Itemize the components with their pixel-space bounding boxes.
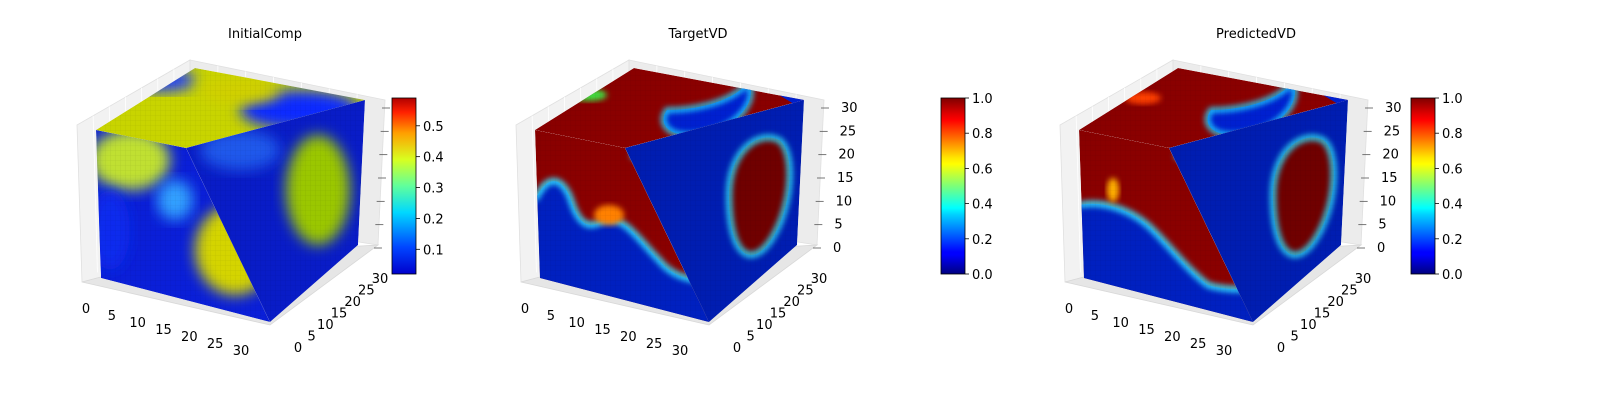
z-tick-label: 5 <box>834 218 842 233</box>
x-tick-label: 15 <box>1138 323 1155 338</box>
side-shade <box>625 100 804 322</box>
colorbar: 0.0 0.2 0.4 0.6 0.8 1.0 <box>940 92 993 283</box>
y-tick-label: 25 <box>797 284 814 299</box>
z-tick-label: 25 <box>840 124 857 139</box>
colorbar-gradient <box>1410 97 1436 275</box>
z-tick-label: 15 <box>837 171 854 186</box>
x-tick-label: 10 <box>129 316 146 331</box>
colorbar: 0.0 0.2 0.4 0.6 0.8 1.0 <box>1410 92 1463 283</box>
grid-line <box>1075 115 1081 273</box>
colorbar-tick-label: 0.1 <box>423 243 444 258</box>
colorbar-tick-label: 0.5 <box>423 120 444 135</box>
x-tick-label: 30 <box>233 344 250 359</box>
z-tick-label: 25 <box>1384 124 1401 139</box>
x-tick-label: 10 <box>568 316 585 331</box>
y-tick-label: 20 <box>344 295 361 310</box>
colorbar-tick-label: 0.6 <box>972 162 993 177</box>
x-tick-label: 0 <box>1065 302 1073 317</box>
z-tick-label: 10 <box>1380 194 1397 209</box>
subplot-title: PredictedVD <box>1216 27 1296 42</box>
colorbar-gradient <box>940 97 966 275</box>
y-tick-label: 0 <box>1277 341 1285 356</box>
y-tick-label: 5 <box>308 330 316 345</box>
y-tick-label: 20 <box>1327 295 1344 310</box>
x-tick-label: 15 <box>155 323 172 338</box>
x-tick-label: 15 <box>594 323 611 338</box>
y-tick-label: 20 <box>783 295 800 310</box>
colorbar-tick-label: 1.0 <box>972 92 993 107</box>
x-tick-label: 25 <box>207 337 224 352</box>
x-tick-label: 5 <box>108 309 116 324</box>
y-tick-label: 5 <box>747 330 755 345</box>
x-tick-label: 25 <box>1190 337 1207 352</box>
colorbar-tick-label: 0.4 <box>972 198 993 213</box>
x-tick-label: 5 <box>1091 309 1099 324</box>
z-tick-label: 0 <box>833 241 841 256</box>
y-tick-label: 30 <box>811 272 828 287</box>
colorbar-tick-label: 0.4 <box>1442 198 1463 213</box>
colorbar-tick-label: 0.0 <box>1442 268 1463 283</box>
z-tick-label: 15 <box>1381 171 1398 186</box>
subplot-3: 0 5 10 15 20 25 30 051015202530051015202530Pred… <box>1059 27 1463 359</box>
subplot-title: InitialComp <box>228 27 302 42</box>
y-tick-label: 0 <box>733 341 741 356</box>
y-tick-label: 15 <box>1314 307 1331 322</box>
grid-line <box>531 115 537 273</box>
x-tick-label: 10 <box>1112 316 1129 331</box>
subplot-1: 0 5 10 15 20 25 30 051015202530InitialComp0.10.… <box>76 27 444 359</box>
y-tick-label: 25 <box>358 284 375 299</box>
colorbar-tick-label: 0.6 <box>1442 162 1463 177</box>
x-tick-label: 20 <box>181 330 198 345</box>
colorbar-tick-label: 0.3 <box>423 182 444 197</box>
x-tick-label: 20 <box>620 330 637 345</box>
colorbar: 0.1 0.2 0.3 0.4 0.5 <box>391 97 444 275</box>
y-tick-label: 5 <box>1291 330 1299 345</box>
z-tick-label: 5 <box>1378 218 1386 233</box>
colorbar-gradient <box>391 97 417 275</box>
side-shade <box>1169 100 1348 322</box>
y-tick-label: 25 <box>1341 284 1358 299</box>
grid-line <box>92 115 98 273</box>
z-tick-label: 20 <box>838 148 855 163</box>
x-tick-label: 25 <box>646 337 663 352</box>
x-tick-label: 30 <box>1216 344 1233 359</box>
y-tick-label: 10 <box>756 318 773 333</box>
y-tick-label: 30 <box>1355 272 1372 287</box>
y-tick-label: 0 <box>294 341 302 356</box>
z-tick-label: 30 <box>841 101 858 116</box>
subplot-title: TargetVD <box>667 27 727 42</box>
z-tick-label: 20 <box>1382 148 1399 163</box>
colorbar-tick-label: 0.2 <box>972 233 993 248</box>
side-shade <box>186 100 365 322</box>
colorbar-tick-label: 0.2 <box>423 212 444 227</box>
subplot-2: 0 5 10 15 20 25 30 051015202530051015202530Targ… <box>515 27 993 359</box>
colorbar-tick-label: 0.8 <box>1442 127 1463 142</box>
y-tick-label: 15 <box>331 307 348 322</box>
x-tick-label: 20 <box>1164 330 1181 345</box>
z-tick-label: 10 <box>836 194 853 209</box>
y-tick-label: 15 <box>770 307 787 322</box>
x-tick-label: 0 <box>521 302 529 317</box>
x-tick-label: 0 <box>82 302 90 317</box>
z-tick-label: 30 <box>1385 101 1402 116</box>
y-tick-label: 10 <box>1300 318 1317 333</box>
colorbar-tick-label: 0.4 <box>423 151 444 166</box>
x-tick-label: 30 <box>672 344 689 359</box>
colorbar-tick-label: 0.8 <box>972 127 993 142</box>
z-tick-label: 0 <box>1377 241 1385 256</box>
colorbar-tick-label: 1.0 <box>1442 92 1463 107</box>
y-tick-label: 30 <box>372 272 389 287</box>
y-tick-label: 10 <box>317 318 334 333</box>
x-tick-label: 5 <box>547 309 555 324</box>
colorbar-tick-label: 0.0 <box>972 268 993 283</box>
colorbar-tick-label: 0.2 <box>1442 233 1463 248</box>
